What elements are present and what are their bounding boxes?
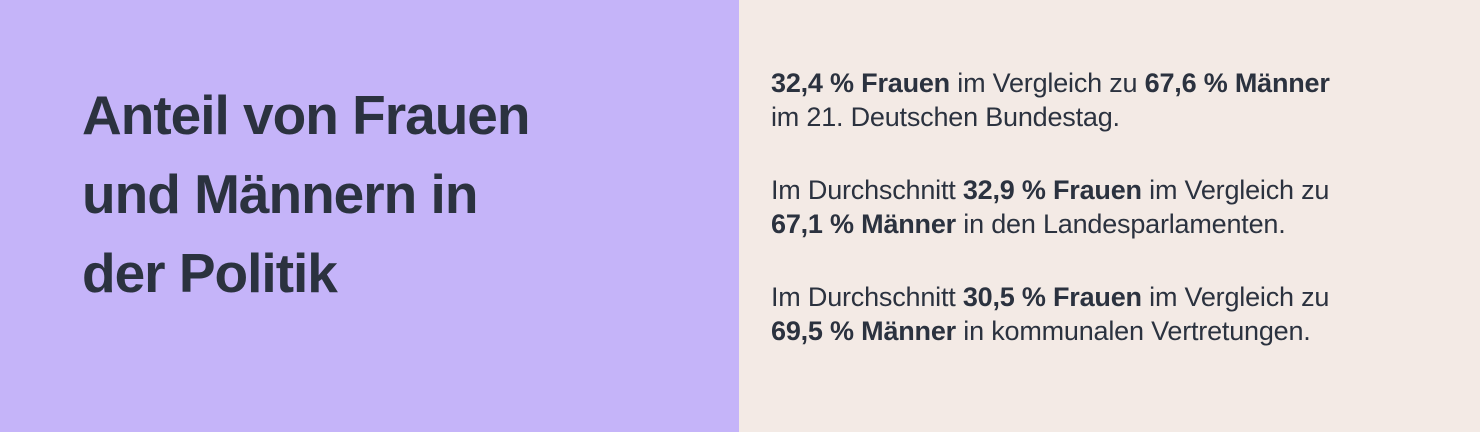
stat-value-men: 67,6 % Männer — [1144, 68, 1330, 98]
page-title-line: der Politik — [82, 242, 338, 304]
stat-text: im Vergleich zu — [1141, 282, 1330, 312]
stat-text: Im Durchschnitt — [771, 175, 963, 205]
stat-text: in kommunalen Vertretungen. — [955, 316, 1311, 346]
stats-panel: 32,4 % Frauen im Vergleich zu 67,6 % Män… — [739, 0, 1480, 432]
stat-value-women: 32,4 % Frauen — [771, 68, 950, 98]
page-title-line: und Männern in — [82, 163, 478, 225]
page-title: Anteil von Frauen und Männern in der Pol… — [82, 76, 739, 313]
stat-value-men: 67,1 % Männer — [771, 209, 956, 239]
stat-value-women: 30,5 % Frauen — [962, 282, 1142, 312]
stat-text: Im Durchschnitt — [771, 282, 963, 312]
stat-text: im 21. Deutschen Bundestag. — [771, 102, 1120, 132]
stat-bundestag: 32,4 % Frauen im Vergleich zu 67,6 % Män… — [771, 66, 1450, 134]
stat-value-women: 32,9 % Frauen — [962, 175, 1142, 205]
stat-kommunale-vertretungen: Im Durchschnitt 30,5 % Frauen im Verglei… — [771, 280, 1450, 348]
title-panel: Anteil von Frauen und Männern in der Pol… — [0, 0, 739, 432]
stat-text: im Vergleich zu — [949, 68, 1145, 98]
stat-text: im Vergleich zu — [1141, 175, 1330, 205]
stat-value-men: 69,5 % Männer — [771, 316, 956, 346]
stat-landesparlamente: Im Durchschnitt 32,9 % Frauen im Verglei… — [771, 173, 1450, 241]
stat-text: in den Landesparlamenten. — [955, 209, 1286, 239]
page-title-line: Anteil von Frauen — [82, 84, 531, 146]
